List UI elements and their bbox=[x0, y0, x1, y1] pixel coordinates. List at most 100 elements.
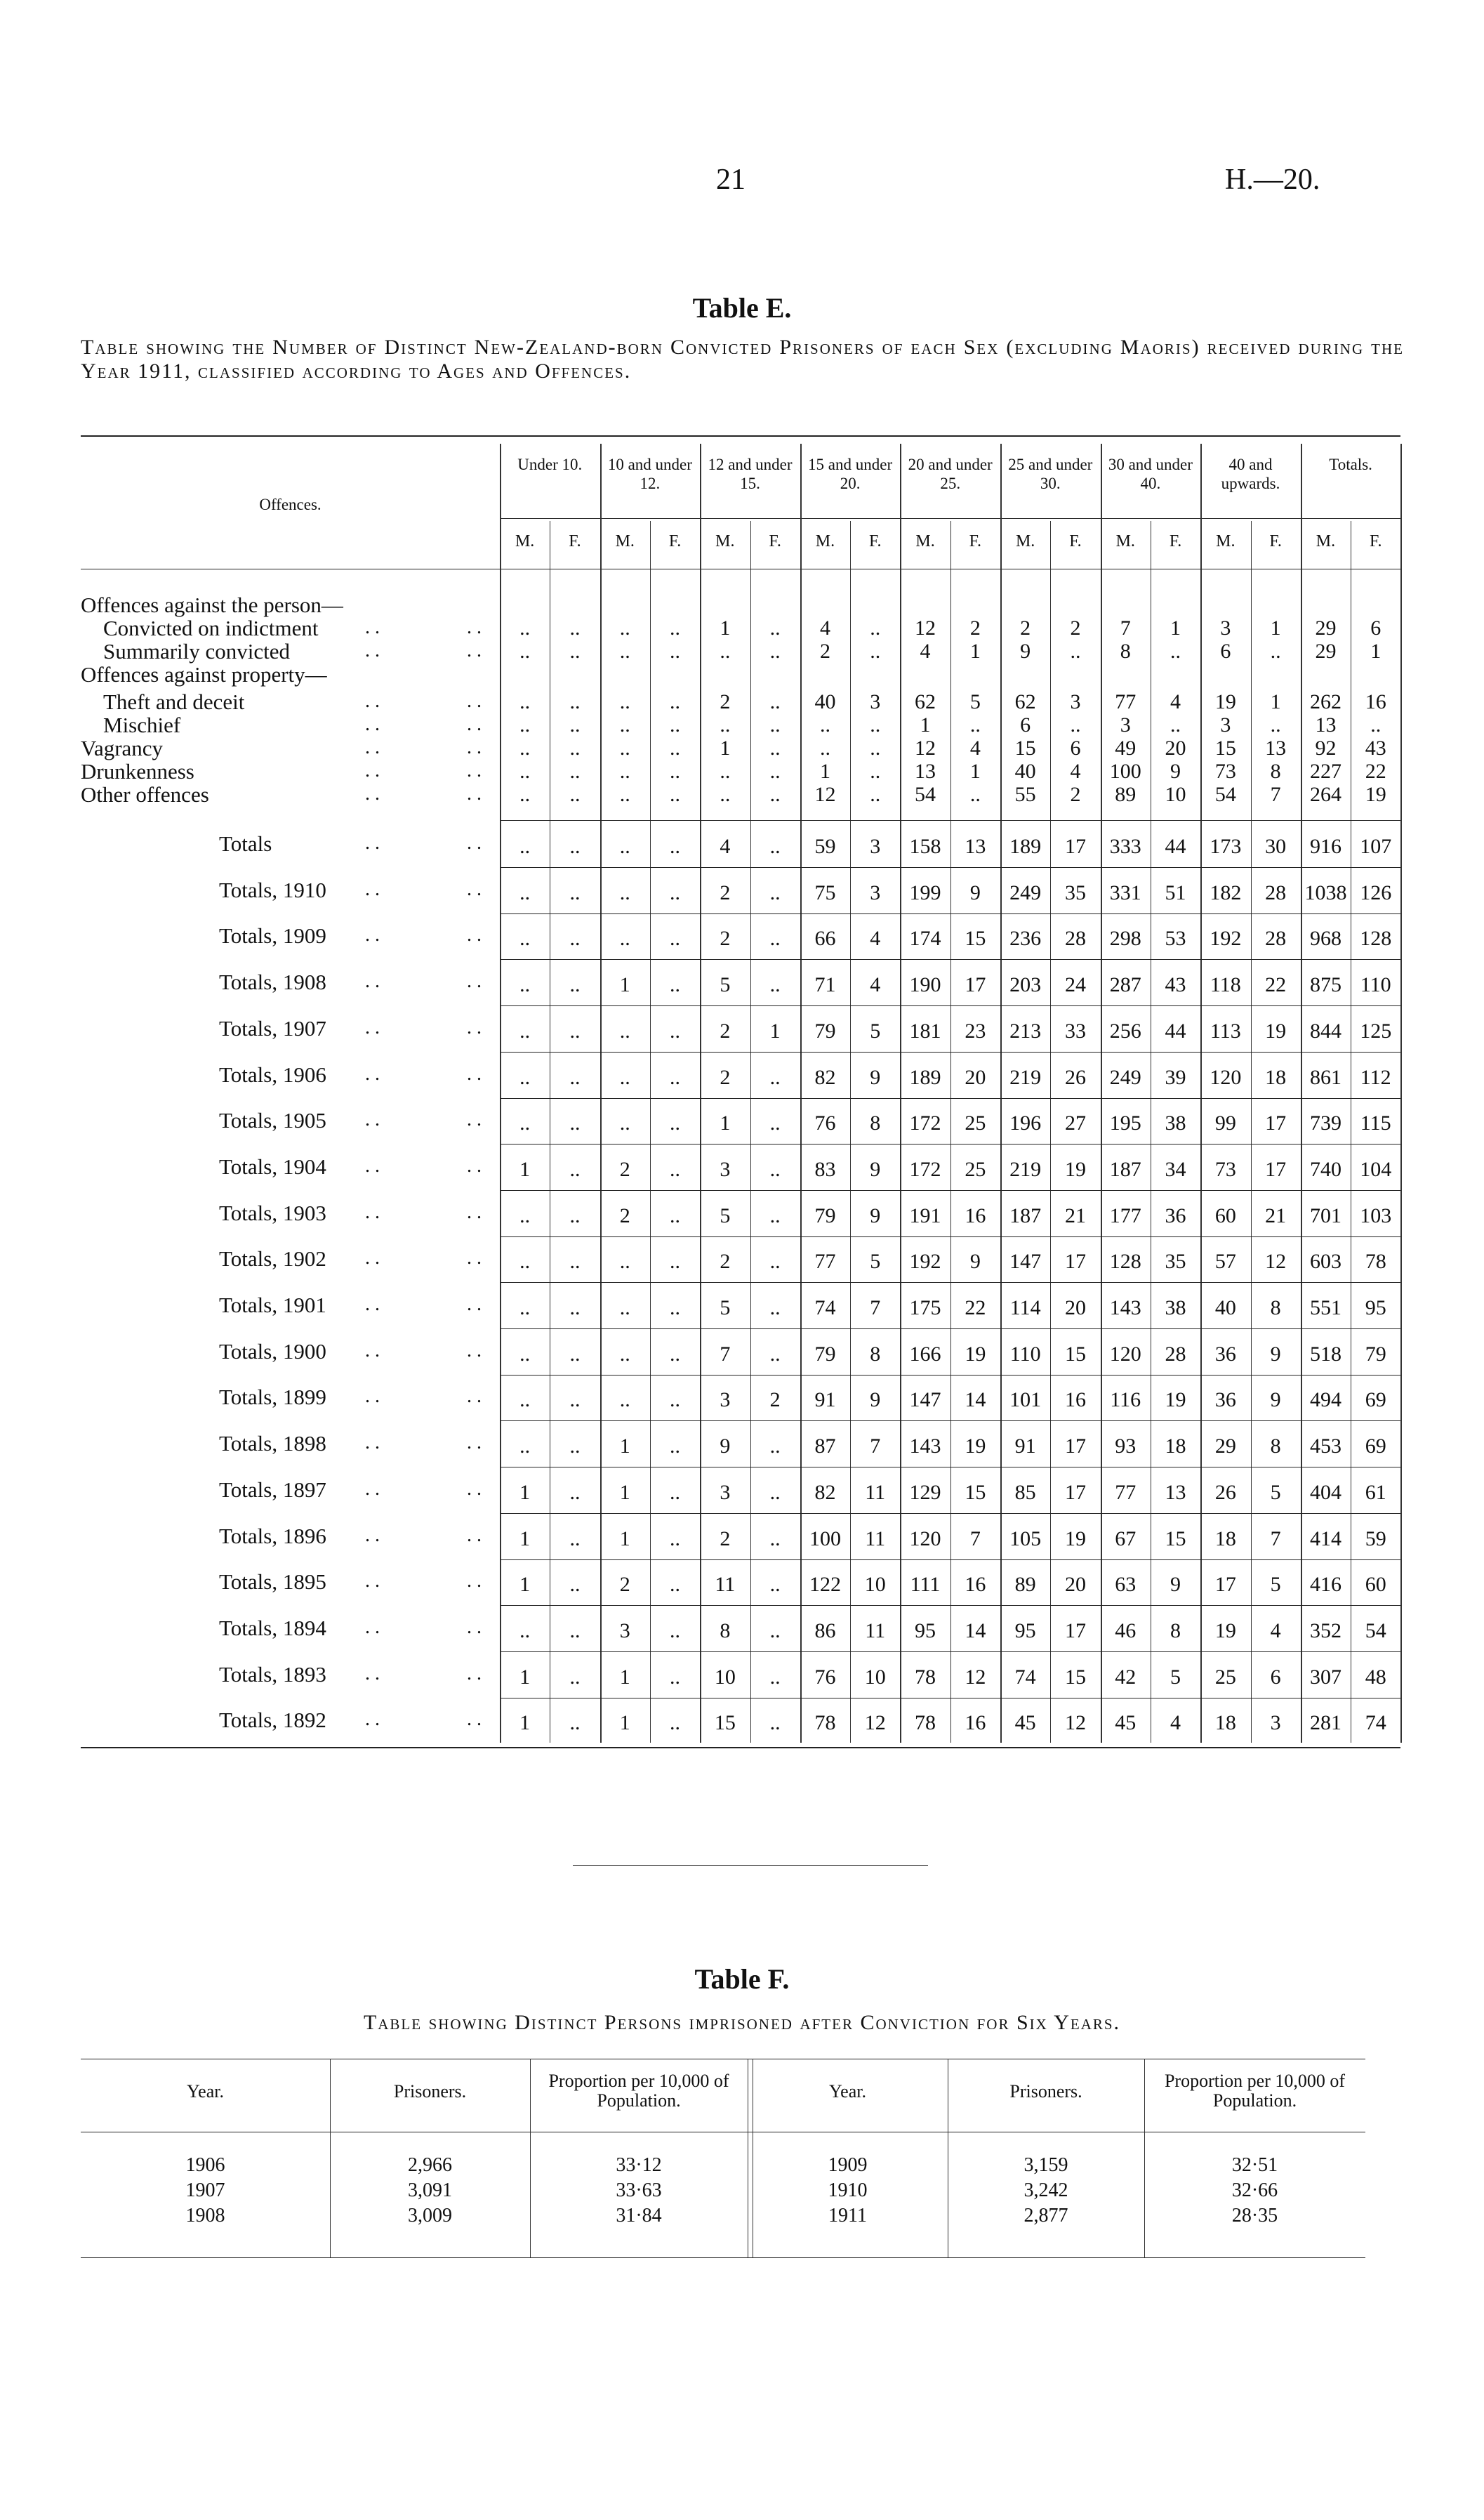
totals-cell: 740 bbox=[1309, 1157, 1341, 1181]
totals-cell: .. bbox=[769, 1618, 781, 1642]
totals-cell: 181 bbox=[909, 1019, 941, 1043]
offence-cell: .. bbox=[619, 783, 630, 806]
offence-cell: .. bbox=[670, 690, 681, 713]
totals-label: Totals, 1899 bbox=[219, 1385, 326, 1410]
totals-cell: .. bbox=[569, 1618, 581, 1642]
totals-cell: .. bbox=[769, 880, 781, 904]
row-rule bbox=[500, 1051, 1401, 1053]
table-f-column-rule bbox=[1144, 2059, 1145, 2257]
totals-cell: .. bbox=[519, 1250, 531, 1274]
leader-dots: . . bbox=[365, 1662, 380, 1684]
totals-cell: 331 bbox=[1109, 880, 1141, 904]
leader-dots: . . bbox=[365, 832, 380, 854]
row-rule bbox=[500, 913, 1401, 914]
column-rule bbox=[1400, 444, 1403, 1743]
totals-cell: 3 bbox=[619, 1618, 630, 1642]
totals-cell: 9 bbox=[870, 1388, 881, 1412]
totals-cell: 39 bbox=[1165, 1065, 1186, 1089]
column-rule bbox=[500, 444, 501, 1743]
totals-cell: 38 bbox=[1165, 1111, 1186, 1135]
leader-dots: . . bbox=[365, 783, 380, 805]
totals-cell: 71 bbox=[814, 973, 836, 997]
leader-dots: . . bbox=[467, 737, 482, 758]
offence-cell: 7 bbox=[1270, 783, 1281, 806]
offence-cell: 40 bbox=[1014, 760, 1036, 783]
totals-cell: 77 bbox=[1115, 1480, 1137, 1504]
totals-cell: .. bbox=[569, 1065, 581, 1089]
table-f-header: Proportion per 10,000 of Population. bbox=[1164, 2071, 1346, 2111]
totals-cell: .. bbox=[619, 927, 630, 951]
totals-cell: 12 bbox=[1265, 1250, 1287, 1274]
totals-cell: 25 bbox=[965, 1111, 986, 1135]
totals-cell: .. bbox=[519, 973, 531, 997]
offence-cell: 62 bbox=[915, 690, 936, 713]
totals-cell: .. bbox=[619, 880, 630, 904]
totals-cell: 18 bbox=[1165, 1434, 1186, 1458]
totals-cell: .. bbox=[670, 1618, 681, 1642]
totals-cell: 701 bbox=[1309, 1203, 1341, 1227]
totals-cell: 518 bbox=[1309, 1342, 1341, 1366]
offence-cell: 1 bbox=[1270, 616, 1281, 640]
totals-cell: 219 bbox=[1009, 1157, 1042, 1181]
offence-cell: .. bbox=[769, 713, 781, 737]
leader-dots: . . bbox=[467, 760, 482, 781]
totals-cell: 249 bbox=[1009, 880, 1042, 904]
totals-cell: 30 bbox=[1265, 835, 1287, 858]
totals-cell: 15 bbox=[1064, 1665, 1086, 1689]
totals-cell: 404 bbox=[1309, 1480, 1341, 1504]
totals-cell: 916 bbox=[1309, 835, 1341, 858]
offence-cell: 15 bbox=[1214, 737, 1236, 760]
totals-cell: 54 bbox=[1365, 1618, 1386, 1642]
offence-cell: 6 bbox=[1070, 737, 1081, 760]
totals-cell: 143 bbox=[1109, 1296, 1141, 1319]
totals-cell: 19 bbox=[1214, 1618, 1236, 1642]
offence-cell: 89 bbox=[1115, 783, 1137, 806]
prisoners-cell: 3,009 bbox=[408, 2205, 452, 2227]
row-rule bbox=[500, 1559, 1401, 1560]
totals-cell: 16 bbox=[965, 1711, 986, 1735]
totals-cell: 78 bbox=[915, 1665, 936, 1689]
totals-cell: .. bbox=[519, 1065, 531, 1089]
totals-label: Totals, 1902 bbox=[219, 1246, 326, 1272]
totals-label: Totals, 1909 bbox=[219, 923, 326, 949]
totals-rule bbox=[500, 820, 1401, 821]
totals-cell: .. bbox=[769, 1665, 781, 1689]
offence-label: Drunkenness bbox=[81, 759, 194, 784]
offence-cell: 54 bbox=[1214, 783, 1236, 806]
leader-dots: . . bbox=[365, 924, 380, 946]
sex-header: M. bbox=[1015, 532, 1035, 550]
totals-cell: 6 bbox=[1270, 1665, 1281, 1689]
offence-cell: .. bbox=[670, 760, 681, 783]
totals-cell: 3 bbox=[720, 1388, 731, 1412]
totals-label: Totals, 1905 bbox=[219, 1108, 326, 1133]
totals-cell: .. bbox=[619, 1065, 630, 1089]
totals-cell: 551 bbox=[1309, 1296, 1341, 1319]
sex-header: M. bbox=[1216, 532, 1235, 550]
offence-label: Vagrancy bbox=[81, 736, 164, 760]
totals-cell: 17 bbox=[1265, 1111, 1287, 1135]
totals-cell: 1 bbox=[519, 1526, 531, 1550]
totals-cell: 28 bbox=[1265, 880, 1287, 904]
totals-cell: .. bbox=[670, 1342, 681, 1366]
row-rule bbox=[500, 1374, 1401, 1376]
totals-cell: 36 bbox=[1165, 1203, 1186, 1227]
totals-cell: 175 bbox=[909, 1296, 941, 1319]
totals-cell: 416 bbox=[1309, 1573, 1341, 1597]
table-rule-top bbox=[81, 435, 1401, 437]
sex-header: F. bbox=[1169, 532, 1182, 550]
column-rule bbox=[1200, 444, 1203, 1743]
totals-cell: 189 bbox=[1009, 835, 1042, 858]
totals-label: Totals, 1900 bbox=[219, 1338, 326, 1364]
totals-cell: 861 bbox=[1309, 1065, 1341, 1089]
offence-cell: 4 bbox=[1170, 690, 1181, 713]
row-rule bbox=[500, 959, 1401, 961]
table-f-title: Table F. bbox=[694, 1963, 790, 1995]
row-rule bbox=[500, 1605, 1401, 1607]
totals-cell: 19 bbox=[1064, 1157, 1086, 1181]
totals-cell: 93 bbox=[1115, 1434, 1137, 1458]
age-group-header: 30 and under 40. bbox=[1108, 456, 1193, 492]
totals-cell: 82 bbox=[814, 1065, 836, 1089]
row-rule bbox=[500, 1651, 1401, 1652]
totals-cell: 5 bbox=[720, 1203, 731, 1227]
offence-cell: 4 bbox=[969, 737, 981, 760]
